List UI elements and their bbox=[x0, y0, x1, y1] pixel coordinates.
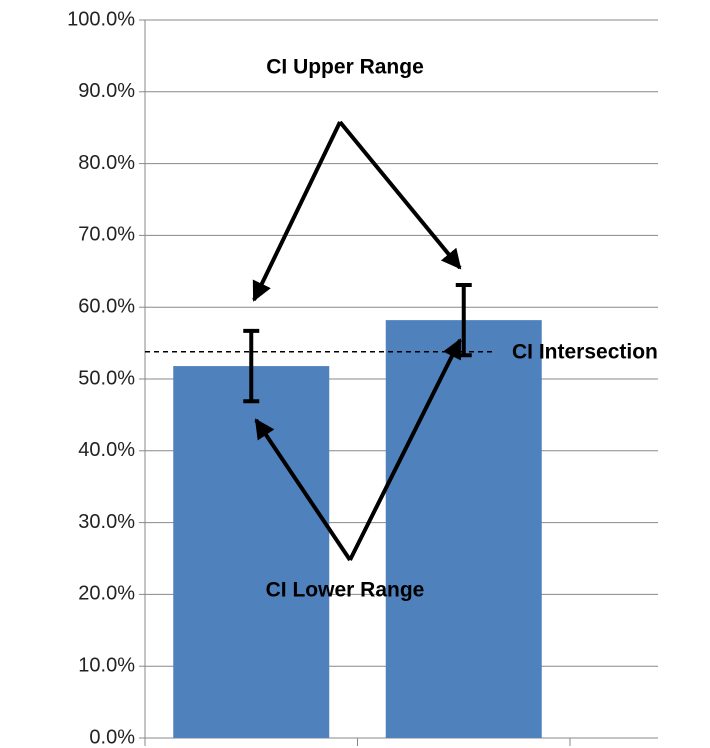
y-tick-label: 80.0% bbox=[78, 152, 135, 174]
bar bbox=[385, 320, 542, 738]
y-tick-label: 20.0% bbox=[78, 583, 135, 605]
y-tick-label: 100.0% bbox=[67, 8, 135, 30]
plot-area: 0.0% 10.0% 20.0% 30.0% 40.0% 50.0% 60.0% 70.0% 8… bbox=[67, 8, 658, 748]
bar bbox=[173, 366, 330, 738]
y-tick-label: 50.0% bbox=[78, 367, 135, 389]
y-tick-label: 30.0% bbox=[78, 511, 135, 533]
y-tick-label: 0.0% bbox=[89, 726, 135, 748]
arrow bbox=[252, 121, 342, 302]
y-tick-label: 60.0% bbox=[78, 295, 135, 317]
reference-label: CI Intersection bbox=[512, 340, 658, 363]
y-tick-label: 90.0% bbox=[78, 80, 135, 102]
annotation: CI Lower Range bbox=[266, 579, 425, 602]
error-bar bbox=[243, 328, 260, 404]
arrow bbox=[254, 418, 352, 562]
arrow bbox=[348, 338, 462, 561]
y-tick-label: 10.0% bbox=[78, 654, 135, 676]
annotation: CI Upper Range bbox=[266, 56, 424, 79]
y-tick-label: 70.0% bbox=[78, 224, 135, 246]
arrow bbox=[338, 120, 462, 270]
arrows bbox=[252, 120, 462, 562]
y-tick-label: 40.0% bbox=[78, 439, 135, 461]
